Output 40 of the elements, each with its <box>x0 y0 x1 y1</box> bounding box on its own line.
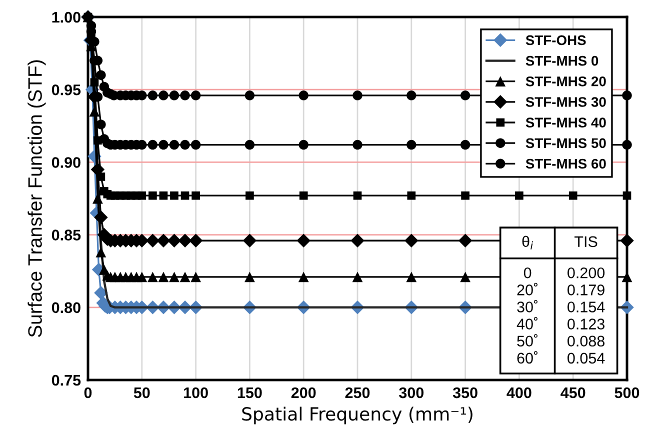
legend-label: STF-MHS 60 <box>526 158 606 169</box>
x-tick-label: 400 <box>506 387 532 398</box>
y-axis-title: Surface Transfer Function (STF) <box>28 60 46 338</box>
x-tick-label: 500 <box>614 387 640 398</box>
annotation: θ$_{i}$ <box>522 236 534 250</box>
annotation: 0 <box>524 267 532 278</box>
annotation: 50˚ <box>517 334 538 347</box>
x-tick-label: 150 <box>238 387 262 398</box>
annotation: 0.088 <box>568 336 604 347</box>
x-tick-label: 200 <box>291 387 316 398</box>
legend-label: STF-MHS 20 <box>526 76 606 86</box>
legend-label: STF-MHS 30 <box>526 97 606 107</box>
x-tick-label: 450 <box>560 387 586 398</box>
annotation: 0.154 <box>568 302 605 312</box>
y-tick-label: 1.00 <box>52 12 80 23</box>
x-tick-label: 0 <box>84 387 92 398</box>
annotation: 0.200 <box>568 267 605 278</box>
y-tick-label: 0.85 <box>52 230 81 240</box>
legend-label: STF-MHS 50 <box>526 138 606 148</box>
legend-label: STF-MHS 40 <box>526 118 606 128</box>
x-tick-label: 300 <box>399 387 424 398</box>
annotation: 0.054 <box>568 352 605 364</box>
y-tick-label: 0.95 <box>52 84 81 96</box>
x-tick-label: 50 <box>134 387 150 398</box>
annotation: 40˚ <box>516 317 538 330</box>
annotation: TIS <box>574 236 598 248</box>
annotation: 0.123 <box>568 318 604 330</box>
legend-label: STF-MHS 0 <box>526 56 598 66</box>
y-tick-label: 0.75 <box>52 374 81 386</box>
annotation: 60˚ <box>517 351 538 364</box>
x-tick-label: 100 <box>184 387 208 398</box>
x-tick-label: 350 <box>452 387 478 398</box>
legend-label: STF-OHS <box>526 35 586 46</box>
x-axis-title: Spatial Frequency (mm⁻¹) <box>242 406 472 424</box>
y-tick-label: 0.80 <box>52 302 80 314</box>
y-tick-label: 0.90 <box>52 157 80 168</box>
annotation: 20˚ <box>517 282 538 296</box>
annotation: 0.179 <box>568 284 604 296</box>
x-tick-label: 250 <box>345 387 370 398</box>
annotation: 30˚ <box>517 300 538 312</box>
